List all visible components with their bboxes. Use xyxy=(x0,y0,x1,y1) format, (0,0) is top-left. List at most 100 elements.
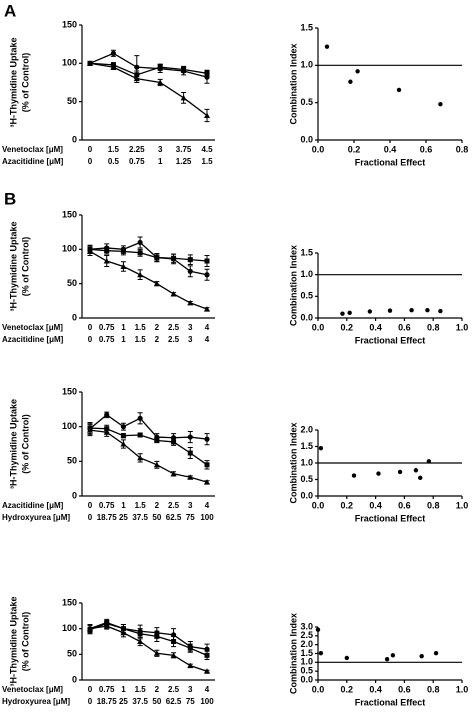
series-line xyxy=(89,622,208,656)
x-tick-label: 100 xyxy=(200,513,214,522)
x-tick-label: 0.6 xyxy=(398,500,411,510)
marker xyxy=(134,64,140,70)
y-tick-label: 150 xyxy=(62,597,77,607)
y-tick-label: 50 xyxy=(67,649,77,659)
x-tick-label: 0 xyxy=(88,513,93,522)
marker xyxy=(137,250,143,256)
marker xyxy=(157,79,164,85)
marker xyxy=(187,474,194,480)
series-line xyxy=(89,429,208,483)
x-tick-label: 1.5 xyxy=(135,323,147,332)
x-tick-label: 0.8 xyxy=(456,144,469,154)
x-row-label: Venetoclax [μM] xyxy=(2,145,63,154)
marker xyxy=(204,646,210,652)
marker xyxy=(154,633,160,639)
y-tick-label: 1.0 xyxy=(300,457,313,467)
x-tick-label: 25 xyxy=(119,697,128,706)
x-tick-label: 1.0 xyxy=(456,500,469,510)
marker xyxy=(153,280,160,287)
x-tick-label: 1.0 xyxy=(456,684,469,694)
x-tick-label: 50 xyxy=(152,697,161,706)
y-axis-label: (% of Control) xyxy=(20,414,30,473)
marker xyxy=(137,638,144,644)
series-line xyxy=(89,250,208,310)
y-tick-label: 1.0 xyxy=(300,269,313,279)
marker xyxy=(154,254,160,261)
marker xyxy=(204,462,210,468)
x-tick-label: 2 xyxy=(155,501,160,510)
y-tick-label: 0.5 xyxy=(300,97,313,107)
x-row-label: Azacitidine [μM] xyxy=(2,157,64,166)
x-tick-label: 1 xyxy=(121,501,126,510)
point xyxy=(340,311,345,316)
marker xyxy=(120,629,127,636)
point xyxy=(318,650,324,656)
x-tick-label: 0 xyxy=(88,145,93,154)
marker xyxy=(137,432,143,438)
marker xyxy=(170,470,177,477)
y-tick-label: 0.0 xyxy=(300,134,313,144)
point xyxy=(384,656,390,662)
marker xyxy=(187,268,193,274)
marker xyxy=(133,75,140,82)
marker xyxy=(204,74,210,80)
x-tick-label: 100 xyxy=(200,697,214,706)
point xyxy=(344,655,349,661)
point xyxy=(419,653,424,659)
y-axis-label: (% of Control) xyxy=(20,53,30,112)
point xyxy=(387,308,393,313)
x-tick-label: 0.6 xyxy=(398,684,411,694)
marker xyxy=(87,427,93,433)
marker xyxy=(171,639,177,644)
x-tick-label: 0.5 xyxy=(108,157,120,166)
point xyxy=(426,459,432,464)
x-tick-label: 18.75 xyxy=(97,513,118,522)
point xyxy=(438,308,443,314)
marker xyxy=(187,450,193,456)
marker xyxy=(120,246,127,252)
marker xyxy=(137,454,144,461)
point xyxy=(347,310,352,315)
x-tick-label: 0.0 xyxy=(312,144,325,154)
y-tick-label: 1.5 xyxy=(300,22,313,32)
series-line xyxy=(89,62,208,116)
marker xyxy=(137,631,143,637)
marker xyxy=(157,66,163,72)
x-tick-label: 0.4 xyxy=(369,500,382,510)
y-tick-label: 0 xyxy=(72,490,77,500)
x-tick-label: 0.8 xyxy=(427,322,440,332)
x-row-label: Azacitidine [μM] xyxy=(2,335,64,344)
x-tick-label: 1.5 xyxy=(135,501,147,510)
x-tick-label: 4 xyxy=(205,685,210,694)
y-tick-label: 1.5 xyxy=(300,247,313,257)
x-tick-label: 0.4 xyxy=(369,322,382,332)
x-tick-label: 50 xyxy=(152,513,161,522)
x-tick-label: 1 xyxy=(121,335,126,344)
marker xyxy=(153,461,160,468)
marker xyxy=(104,245,110,251)
x-tick-label: 0.75 xyxy=(99,323,115,332)
x-tick-label: 0.2 xyxy=(348,144,361,154)
y-tick-label: 0 xyxy=(72,312,77,322)
x-tick-label: 0.4 xyxy=(369,684,382,694)
x-tick-label: 0.2 xyxy=(341,500,354,510)
x-tick-label: 1.5 xyxy=(201,157,213,166)
x-row-label: Venetoclax [μM] xyxy=(2,323,63,332)
y-tick-label: 1.0 xyxy=(300,657,313,667)
marker xyxy=(87,248,93,254)
y-tick-label: 150 xyxy=(62,386,77,396)
y-tick-label: 50 xyxy=(67,96,77,106)
x-tick-label: 2.25 xyxy=(129,145,145,154)
x-row-label: Hydroxyurea [μM] xyxy=(2,697,70,706)
marker xyxy=(120,441,127,447)
x-tick-label: 2.5 xyxy=(168,685,180,694)
marker xyxy=(120,424,127,430)
marker xyxy=(181,68,187,74)
y-tick-label: 150 xyxy=(62,19,77,29)
x-tick-label: 1.5 xyxy=(108,145,120,154)
x-row-label: Hydroxyurea [μM] xyxy=(2,513,70,522)
marker xyxy=(204,668,210,674)
x-tick-label: 62.5 xyxy=(166,697,182,706)
x-row-label: Azacitidine [μM] xyxy=(2,501,64,510)
marker xyxy=(171,439,177,445)
